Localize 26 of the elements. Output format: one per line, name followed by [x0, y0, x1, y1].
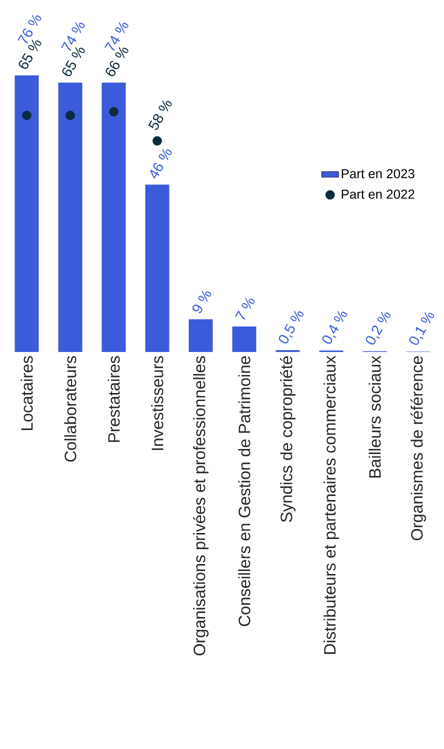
x-tick-label: Prestataires: [108, 356, 120, 442]
bar: [58, 82, 82, 352]
x-tick-label: Distributeurs et partenaires commerciaux: [324, 356, 339, 654]
x-tick-label: Syndics de copropriété: [280, 356, 296, 522]
data-label: 46 %: [150, 148, 172, 179]
data-label: 58 %: [148, 100, 172, 130]
data-label: 9 %: [192, 290, 212, 314]
bar: [232, 326, 256, 352]
bar: [145, 184, 170, 352]
bar: [14, 75, 39, 352]
x-tick-label: Locataires: [20, 356, 33, 430]
x-tick-label: Organisations privées et professionnelles: [192, 356, 209, 656]
x-tick-label: Collaborateurs: [64, 356, 76, 462]
bar: [102, 82, 126, 352]
legend-label: Part en 2022: [342, 190, 414, 199]
x-tick-label: Investisseurs: [151, 356, 164, 450]
data-label: 0,2 %: [366, 312, 391, 344]
x-tick-label: Bailleurs sociaux: [368, 356, 381, 478]
data-label: 0,5 %: [278, 310, 304, 344]
data-label: 0,4 %: [322, 310, 348, 344]
x-tick-label: Organismes de référence: [410, 356, 426, 540]
data-label: 0,1 %: [409, 312, 434, 345]
legend-label: Part en 2023: [342, 169, 414, 178]
bar: [188, 319, 213, 352]
x-tick-label: Conseillers en Gestion de Patrimoine: [238, 356, 250, 626]
data-label: 7 %: [235, 298, 255, 320]
